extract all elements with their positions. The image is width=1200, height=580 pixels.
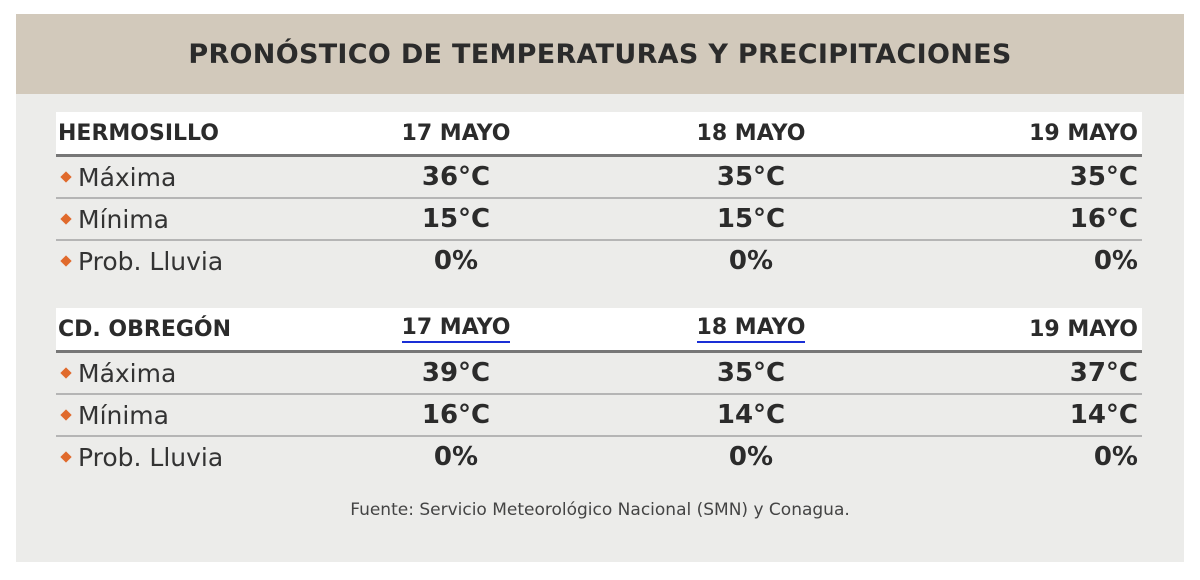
- value-cell: 0%: [1093, 246, 1138, 276]
- value-cell: 14°C: [716, 400, 786, 430]
- bullet-diamond-icon: [60, 171, 72, 183]
- value-cell: 0%: [1093, 442, 1138, 472]
- value-cell: 35°C: [716, 358, 786, 388]
- day-header-link[interactable]: 18 MAYO: [696, 315, 806, 343]
- bullet-diamond-icon: [60, 255, 72, 267]
- value-cell: 15°C: [716, 204, 786, 234]
- city-section-hermosillo: HERMOSILLO 17 MAYO 18 MAYO 19 MAYO Máxim…: [56, 112, 1142, 281]
- table-row-rain: Prob. Lluvia 0% 0% 0%: [56, 437, 1142, 477]
- value-cell: 0%: [728, 442, 774, 472]
- table-row-max: Máxima 36°C 35°C 35°C: [56, 157, 1142, 199]
- bullet-diamond-icon: [60, 213, 72, 225]
- table-row-rain: Prob. Lluvia 0% 0% 0%: [56, 241, 1142, 281]
- day-header-link[interactable]: 17 MAYO: [401, 315, 511, 343]
- bullet-diamond-icon: [60, 451, 72, 463]
- day-header: 19 MAYO: [1029, 120, 1138, 146]
- value-cell: 37°C: [1069, 358, 1138, 388]
- value-cell: 14°C: [1069, 400, 1138, 430]
- forecast-card: PRONÓSTICO DE TEMPERATURAS Y PRECIPITACI…: [16, 14, 1184, 562]
- row-label: Prob. Lluvia: [78, 246, 224, 276]
- value-cell: 16°C: [1069, 204, 1138, 234]
- table-row-min: Mínima 15°C 15°C 16°C: [56, 199, 1142, 241]
- table-header: HERMOSILLO 17 MAYO 18 MAYO 19 MAYO: [56, 112, 1142, 157]
- value-cell: 0%: [433, 442, 479, 472]
- title-bar: PRONÓSTICO DE TEMPERATURAS Y PRECIPITACI…: [16, 14, 1184, 94]
- value-cell: 39°C: [421, 358, 491, 388]
- city-name: HERMOSILLO: [58, 120, 219, 146]
- bullet-diamond-icon: [60, 409, 72, 421]
- city-name: CD. OBREGÓN: [58, 316, 232, 342]
- value-cell: 35°C: [1069, 162, 1138, 192]
- row-label: Máxima: [78, 162, 177, 192]
- value-cell: 0%: [433, 246, 479, 276]
- value-cell: 35°C: [716, 162, 786, 192]
- table-header: CD. OBREGÓN 17 MAYO 18 MAYO 19 MAYO: [56, 308, 1142, 353]
- value-cell: 16°C: [421, 400, 491, 430]
- table-row-min: Mínima 16°C 14°C 14°C: [56, 395, 1142, 437]
- bullet-diamond-icon: [60, 367, 72, 379]
- row-label: Prob. Lluvia: [78, 442, 224, 472]
- city-section-obregon: CD. OBREGÓN 17 MAYO 18 MAYO 19 MAYO Máxi…: [56, 308, 1142, 477]
- day-header: 17 MAYO: [401, 120, 511, 146]
- row-label: Mínima: [78, 400, 169, 430]
- value-cell: 0%: [728, 246, 774, 276]
- value-cell: 15°C: [421, 204, 491, 234]
- page-title: PRONÓSTICO DE TEMPERATURAS Y PRECIPITACI…: [188, 38, 1012, 70]
- day-header: 18 MAYO: [696, 120, 806, 146]
- source-note: Fuente: Servicio Meteorológico Nacional …: [350, 500, 850, 520]
- table-row-max: Máxima 39°C 35°C 37°C: [56, 353, 1142, 395]
- row-label: Máxima: [78, 358, 177, 388]
- row-label: Mínima: [78, 204, 169, 234]
- value-cell: 36°C: [421, 162, 491, 192]
- day-header: 19 MAYO: [1029, 316, 1138, 342]
